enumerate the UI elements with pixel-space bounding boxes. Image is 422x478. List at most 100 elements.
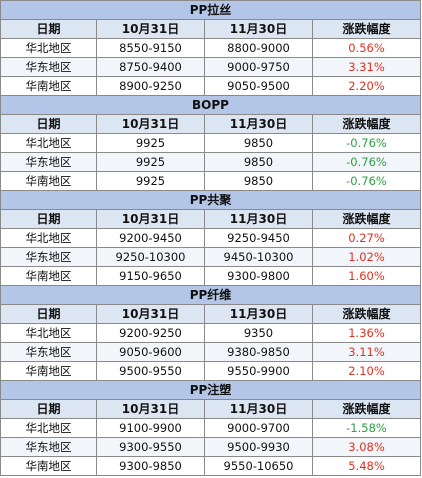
change-cell: 2.10%	[313, 362, 421, 380]
nov30-price-cell: 9550-10650	[205, 457, 313, 475]
region-cell: 华南地区	[1, 172, 97, 190]
oct31-price-cell: 9500-9550	[97, 362, 205, 380]
region-cell: 华东地区	[1, 58, 97, 76]
column-header: 10月31日	[97, 400, 205, 418]
table-row: 华东地区 9050-9600 9380-9850 3.11%	[1, 343, 421, 362]
column-header: 涨跌幅度	[313, 305, 421, 323]
region-cell: 华南地区	[1, 457, 97, 475]
change-cell: 5.48%	[313, 457, 421, 475]
column-header: 日期	[1, 400, 97, 418]
nov30-price-cell: 8800-9000	[205, 39, 313, 57]
column-header: 11月30日	[205, 20, 313, 38]
change-cell: -0.76%	[313, 134, 421, 152]
change-cell: 1.36%	[313, 324, 421, 342]
column-header: 涨跌幅度	[313, 400, 421, 418]
region-cell: 华南地区	[1, 267, 97, 285]
column-header: 日期	[1, 305, 97, 323]
column-header: 日期	[1, 210, 97, 228]
oct31-price-cell: 9100-9900	[97, 419, 205, 437]
nov30-price-cell: 9050-9500	[205, 77, 313, 95]
column-header-row: 日期 10月31日 11月30日 涨跌幅度	[1, 20, 421, 39]
oct31-price-cell: 8750-9400	[97, 58, 205, 76]
region-cell: 华北地区	[1, 39, 97, 57]
change-cell: -1.58%	[313, 419, 421, 437]
table-row: 华北地区 9925 9850 -0.76%	[1, 134, 421, 153]
table-row: 华东地区 9925 9850 -0.76%	[1, 153, 421, 172]
region-cell: 华南地区	[1, 77, 97, 95]
table-row: 华南地区 9300-9850 9550-10650 5.48%	[1, 457, 421, 476]
column-header: 涨跌幅度	[313, 115, 421, 133]
section-title: PP纤维	[1, 286, 421, 305]
table-row: 华东地区 9300-9550 9500-9930 3.08%	[1, 438, 421, 457]
table-row: 华南地区 9925 9850 -0.76%	[1, 172, 421, 191]
nov30-price-cell: 9850	[205, 172, 313, 190]
section-title: PP共聚	[1, 191, 421, 210]
table-row: 华南地区 9500-9550 9550-9900 2.10%	[1, 362, 421, 381]
change-cell: 3.31%	[313, 58, 421, 76]
oct31-price-cell: 9150-9650	[97, 267, 205, 285]
change-cell: 1.60%	[313, 267, 421, 285]
oct31-price-cell: 8900-9250	[97, 77, 205, 95]
nov30-price-cell: 9300-9800	[205, 267, 313, 285]
change-cell: 2.20%	[313, 77, 421, 95]
column-header-row: 日期 10月31日 11月30日 涨跌幅度	[1, 305, 421, 324]
column-header-row: 日期 10月31日 11月30日 涨跌幅度	[1, 400, 421, 419]
column-header-row: 日期 10月31日 11月30日 涨跌幅度	[1, 210, 421, 229]
nov30-price-cell: 9500-9930	[205, 438, 313, 456]
oct31-price-cell: 9925	[97, 134, 205, 152]
column-header: 11月30日	[205, 115, 313, 133]
column-header-row: 日期 10月31日 11月30日 涨跌幅度	[1, 115, 421, 134]
change-cell: 0.27%	[313, 229, 421, 247]
region-cell: 华北地区	[1, 134, 97, 152]
section-title: PP拉丝	[1, 1, 421, 20]
column-header: 日期	[1, 115, 97, 133]
nov30-price-cell: 9000-9750	[205, 58, 313, 76]
table-row: 华东地区 9250-10300 9450-10300 1.02%	[1, 248, 421, 267]
table-row: 华南地区 8900-9250 9050-9500 2.20%	[1, 77, 421, 96]
oct31-price-cell: 9250-10300	[97, 248, 205, 266]
region-cell: 华东地区	[1, 153, 97, 171]
oct31-price-cell: 9300-9550	[97, 438, 205, 456]
oct31-price-cell: 9050-9600	[97, 343, 205, 361]
region-cell: 华东地区	[1, 343, 97, 361]
column-header: 日期	[1, 20, 97, 38]
column-header: 10月31日	[97, 305, 205, 323]
table-row: 华北地区 9100-9900 9000-9700 -1.58%	[1, 419, 421, 438]
region-cell: 华北地区	[1, 229, 97, 247]
column-header: 11月30日	[205, 305, 313, 323]
change-cell: -0.76%	[313, 172, 421, 190]
oct31-price-cell: 8550-9150	[97, 39, 205, 57]
column-header: 涨跌幅度	[313, 210, 421, 228]
change-cell: 3.11%	[313, 343, 421, 361]
change-cell: 3.08%	[313, 438, 421, 456]
column-header: 涨跌幅度	[313, 20, 421, 38]
region-cell: 华东地区	[1, 248, 97, 266]
nov30-price-cell: 9000-9700	[205, 419, 313, 437]
table-row: 华东地区 8750-9400 9000-9750 3.31%	[1, 58, 421, 77]
change-cell: 0.56%	[313, 39, 421, 57]
table-row: 华北地区 9200-9250 9350 1.36%	[1, 324, 421, 343]
table-row: 华南地区 9150-9650 9300-9800 1.60%	[1, 267, 421, 286]
section-title: BOPP	[1, 96, 421, 115]
section-title: PP注塑	[1, 381, 421, 400]
table-row: 华北地区 9200-9450 9250-9450 0.27%	[1, 229, 421, 248]
nov30-price-cell: 9850	[205, 134, 313, 152]
oct31-price-cell: 9925	[97, 153, 205, 171]
column-header: 10月31日	[97, 20, 205, 38]
region-cell: 华北地区	[1, 419, 97, 437]
column-header: 11月30日	[205, 400, 313, 418]
oct31-price-cell: 9300-9850	[97, 457, 205, 475]
region-cell: 华东地区	[1, 438, 97, 456]
oct31-price-cell: 9200-9450	[97, 229, 205, 247]
change-cell: 1.02%	[313, 248, 421, 266]
column-header: 10月31日	[97, 210, 205, 228]
column-header: 10月31日	[97, 115, 205, 133]
nov30-price-cell: 9380-9850	[205, 343, 313, 361]
nov30-price-cell: 9350	[205, 324, 313, 342]
column-header: 11月30日	[205, 210, 313, 228]
nov30-price-cell: 9250-9450	[205, 229, 313, 247]
table-row: 华北地区 8550-9150 8800-9000 0.56%	[1, 39, 421, 58]
nov30-price-cell: 9550-9900	[205, 362, 313, 380]
region-cell: 华南地区	[1, 362, 97, 380]
